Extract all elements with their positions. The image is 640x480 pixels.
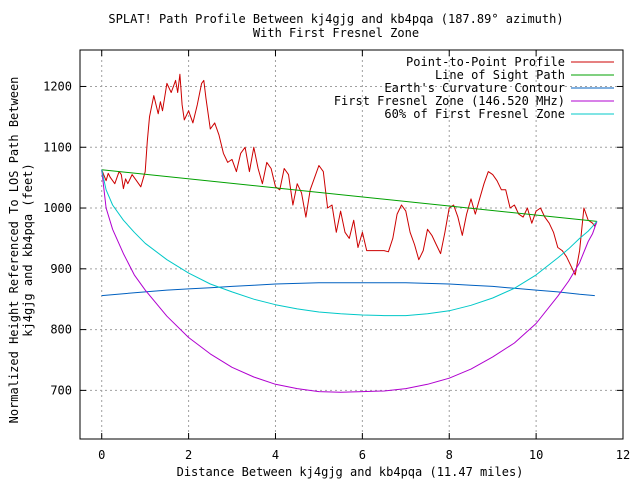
x-tick-label: 4 — [272, 448, 279, 462]
x-tick-label: 12 — [616, 448, 630, 462]
axis-ticks: 0 2 4 6 8 10 12 700 800 900 1000 1100 1200 — [43, 50, 630, 462]
grid — [80, 50, 624, 439]
series-line-point-to-point-profile — [101, 73, 598, 276]
x-tick-label: 2 — [185, 448, 192, 462]
y-tick-label: 900 — [50, 262, 72, 276]
y-tick-label: 1000 — [43, 201, 72, 215]
x-axis-label: Distance Between kj4gjg and kb4pqa (11.4… — [177, 465, 524, 479]
y-tick-label: 1200 — [43, 79, 72, 93]
legend-label: 60% of First Fresnel Zone — [384, 107, 565, 121]
series-line-line-of-sight-path — [101, 169, 597, 222]
legend-label: Earth's Curvature Contour — [384, 81, 565, 95]
x-tick-label: 8 — [446, 448, 453, 462]
legend-label: Line of Sight Path — [435, 68, 565, 82]
legend-label: Point-to-Point Profile — [406, 55, 565, 69]
legend-label: First Fresnel Zone (146.520 MHz) — [334, 94, 565, 108]
series-line-earth-s-curvature-contour — [101, 282, 595, 297]
series-line-60-of-first-fresnel-zone — [101, 169, 598, 317]
series-line-first-fresnel-zone-146-520-mhz — [101, 169, 598, 393]
y-tick-label: 700 — [50, 383, 72, 397]
plot-border — [79, 49, 624, 440]
y-axis-label-line2: kj4gjg and kb4pqa (feet) — [21, 163, 35, 336]
x-tick-label: 6 — [359, 448, 366, 462]
series-group — [101, 73, 598, 393]
x-tick-label: 10 — [529, 448, 543, 462]
x-tick-label: 0 — [98, 448, 105, 462]
chart-title: SPLAT! Path Profile Between kj4gjg and k… — [108, 12, 563, 26]
y-tick-label: 1100 — [43, 140, 72, 154]
y-tick-label: 800 — [50, 323, 72, 337]
chart-subtitle: With First Fresnel Zone — [253, 26, 419, 40]
y-axis-label-line1: Normalized Height Referenced To LOS Path… — [7, 77, 21, 424]
